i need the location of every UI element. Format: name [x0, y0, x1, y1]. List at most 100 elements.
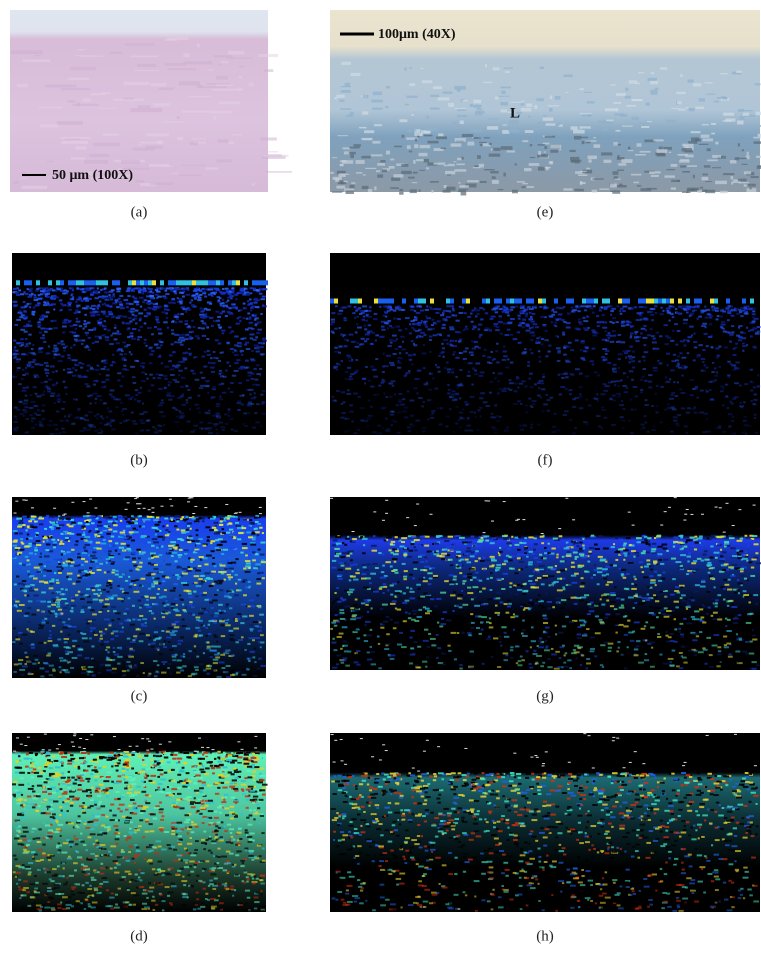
speckle: [234, 799, 239, 801]
speckle: [24, 851, 30, 853]
speckle: [241, 636, 244, 638]
speckle: [68, 618, 70, 620]
speckle: [13, 598, 16, 600]
speckle: [155, 627, 160, 629]
speckle: [128, 873, 132, 875]
speckle: [138, 392, 142, 394]
speckle: [13, 545, 18, 547]
speckle: [215, 901, 219, 903]
texture: [179, 81, 200, 85]
speckle: [125, 839, 127, 841]
speckle: [15, 418, 18, 420]
speckle: [27, 737, 30, 738]
speckle: [120, 422, 122, 424]
speckle: [139, 515, 142, 517]
speckle: [195, 802, 201, 804]
speckle: [46, 311, 50, 313]
speckle: [198, 738, 201, 739]
speckle: [245, 829, 248, 831]
speckle: [115, 520, 118, 522]
speckle: [115, 838, 120, 840]
texture: [45, 85, 76, 88]
speckle: [71, 605, 77, 607]
speckle: [193, 671, 195, 673]
speckle: [260, 893, 262, 895]
speckle: [24, 799, 27, 801]
speckle: [31, 417, 35, 419]
surface: [60, 280, 64, 285]
speckle: [92, 557, 98, 559]
speckle: [16, 799, 21, 801]
speckle: [220, 565, 226, 567]
speckle: [60, 835, 62, 837]
speckle: [137, 751, 139, 753]
texture: [239, 66, 245, 68]
speckle: [111, 428, 116, 430]
speckle: [132, 619, 135, 621]
speckle: [33, 405, 36, 407]
speckle: [166, 309, 168, 311]
speckle: [98, 428, 102, 430]
speckle: [35, 882, 38, 884]
speckle: [209, 585, 213, 587]
speckle: [101, 528, 107, 530]
texture: [363, 174, 366, 175]
speckle: [146, 897, 149, 899]
speckle: [215, 793, 219, 795]
speckle: [76, 645, 80, 647]
speckle: [132, 778, 136, 780]
speckle: [229, 607, 232, 609]
speckle: [82, 884, 85, 886]
speckle: [128, 522, 134, 524]
texture: [214, 55, 233, 57]
speckle: [178, 361, 183, 363]
speckle: [132, 420, 136, 422]
speckle: [171, 607, 175, 609]
speckle: [66, 604, 69, 606]
speckle: [162, 602, 164, 604]
speckle: [210, 645, 215, 647]
speckle: [176, 520, 179, 522]
speckle: [154, 618, 156, 620]
speckle: [123, 778, 125, 780]
speckle: [256, 595, 259, 597]
speckle: [215, 855, 217, 857]
speckle: [169, 548, 172, 550]
speckle: [35, 753, 38, 755]
speckle: [142, 768, 146, 770]
speckle: [175, 806, 181, 808]
texture: [604, 160, 612, 163]
speckle: [88, 903, 91, 905]
speckle: [59, 543, 64, 545]
speckle: [53, 800, 58, 802]
speckle: [161, 815, 164, 817]
surface: [56, 280, 60, 285]
speckle: [18, 583, 24, 585]
speckle: [249, 522, 253, 524]
speckle: [71, 611, 74, 613]
speckle: [236, 323, 240, 325]
surface: [216, 280, 220, 285]
speckle: [142, 403, 144, 405]
speckle: [44, 799, 48, 801]
speckle: [124, 299, 129, 301]
speckle: [178, 556, 181, 558]
speckle: [240, 343, 243, 345]
speckle: [118, 749, 121, 750]
speckle: [24, 316, 28, 318]
speckle: [135, 880, 140, 882]
speckle: [136, 850, 141, 852]
speckle: [127, 336, 130, 338]
speckle: [156, 373, 159, 375]
speckle: [26, 538, 29, 540]
panel-label: (a): [131, 204, 148, 220]
speckle: [64, 669, 66, 671]
speckle: [158, 783, 163, 785]
speckle: [61, 343, 65, 345]
speckle: [183, 653, 185, 655]
speckle: [30, 401, 35, 403]
texture: [707, 148, 711, 151]
speckle: [221, 635, 225, 637]
speckle: [258, 620, 260, 622]
speckle: [70, 359, 72, 361]
